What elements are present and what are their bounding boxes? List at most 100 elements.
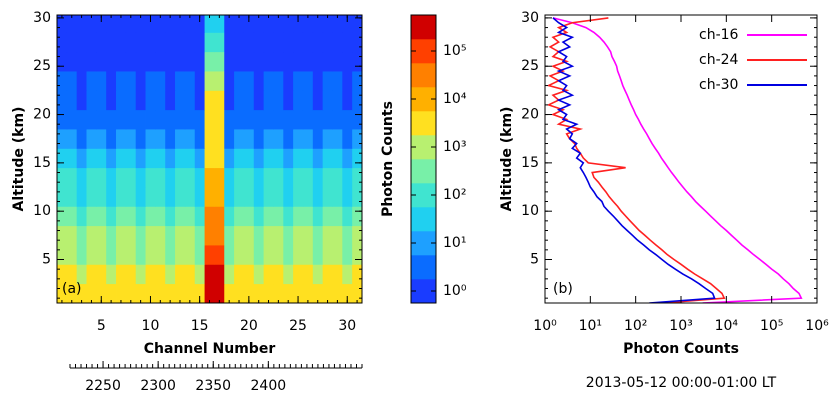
heatmap-cell	[263, 129, 274, 149]
heatmap-cell	[194, 109, 205, 130]
heatmap-cell	[312, 148, 324, 169]
heatmap-cell	[312, 51, 324, 72]
heatmap-cell	[57, 206, 68, 227]
heatmap-cell	[322, 187, 333, 207]
heatmap-cell	[253, 90, 265, 111]
heatmap-cell	[96, 264, 107, 285]
heatmap-cell	[342, 109, 353, 130]
heatmap-cell	[135, 129, 146, 149]
heatmap-cell	[66, 15, 78, 33]
heatmap-cell	[234, 32, 245, 53]
heatmap-cell	[204, 109, 215, 130]
heatmap-cell	[145, 32, 156, 53]
heatmap-cell	[283, 245, 294, 265]
heatmap-cell	[263, 109, 274, 130]
heatmap-cell	[106, 264, 117, 285]
heatmap-cell	[66, 90, 78, 111]
heatmap-cell	[135, 283, 146, 303]
heatmap-cell	[322, 206, 333, 227]
heatmap-cell	[145, 148, 156, 169]
heatmap-cell	[175, 109, 186, 130]
legend-label: ch-24	[699, 52, 739, 68]
heatmap-cell	[253, 15, 265, 33]
heatmap-cell	[96, 148, 107, 169]
heatmap-cell	[243, 90, 255, 111]
heatmap-cell	[322, 148, 333, 169]
heatmap-cell	[165, 71, 176, 91]
heatmap-cell	[96, 109, 107, 130]
heatmap-cell	[194, 264, 205, 285]
heatmap-cell	[263, 225, 274, 246]
heatmap-cell	[116, 225, 127, 246]
heatmap-cell	[204, 15, 215, 33]
heatmap-cell	[253, 71, 265, 91]
heatmap-cell	[76, 32, 87, 53]
heatmap-cell	[283, 264, 294, 285]
x-tick-label: 10⁰	[533, 318, 557, 334]
heatmap-cell	[332, 129, 343, 149]
heatmap-cell	[302, 167, 314, 188]
heatmap-cell	[125, 187, 137, 207]
heatmap-cell	[194, 225, 205, 246]
heatmap-cell	[342, 129, 353, 149]
y-tick-label: 20	[33, 107, 51, 123]
heatmap-cell	[145, 167, 156, 188]
heatmap-cell	[135, 245, 146, 265]
heatmap-cell	[263, 51, 274, 72]
heatmap-cell	[165, 245, 176, 265]
heatmap-cell	[106, 71, 117, 91]
heatmap-cell	[116, 245, 127, 265]
heatmap-cell	[342, 264, 353, 285]
heatmap-cell	[106, 90, 117, 111]
heatmap-cell	[86, 148, 97, 169]
heatmap-cell	[76, 15, 87, 33]
heatmap-cell	[224, 167, 235, 188]
x-tick-label: 10⁴	[715, 318, 739, 334]
colorbar-label: Photon Counts	[380, 101, 396, 217]
heatmap-cell	[76, 109, 87, 130]
heatmap-cell	[214, 148, 225, 169]
heatmap-cell	[106, 148, 117, 169]
heatmap-cell	[312, 71, 324, 91]
heatmap-cell	[352, 90, 362, 111]
heatmap-cell	[96, 129, 107, 149]
heatmap-cell	[253, 148, 265, 169]
heatmap-cell	[106, 245, 117, 265]
heatmap-cell	[184, 225, 196, 246]
heatmap-cell	[312, 90, 324, 111]
heatmap-cell	[76, 167, 87, 188]
heatmap-cell	[352, 187, 362, 207]
heatmap-cell	[145, 206, 156, 227]
heatmap-cell	[302, 109, 314, 130]
heatmap-cell	[155, 187, 166, 207]
heatmap-cell	[194, 245, 205, 265]
lines	[546, 17, 803, 303]
heatmap-cell	[214, 71, 225, 91]
heatmap-cell	[332, 206, 343, 227]
heatmap-cell	[283, 15, 294, 33]
heatmap-cell	[96, 167, 107, 188]
heatmap-cell	[214, 129, 225, 149]
heatmap-cell	[234, 167, 245, 188]
heatmap-cell	[86, 167, 97, 188]
heatmap-cell	[234, 51, 245, 72]
heatmap-cell	[175, 32, 186, 53]
heatmap-cell	[302, 15, 314, 33]
heatmap-cell	[155, 245, 166, 265]
heatmap-cell	[322, 264, 333, 285]
heatmap-cell	[342, 71, 353, 91]
heatmap-cell	[263, 71, 274, 91]
heatmap-cell	[352, 32, 362, 53]
heatmap-cell	[342, 225, 353, 246]
heatmap-cell	[145, 71, 156, 91]
heatmap-cell	[302, 71, 314, 91]
heatmap-cell	[57, 264, 68, 285]
heatmap-cell	[312, 109, 324, 130]
heatmap-cell	[86, 206, 97, 227]
heatmap-cell	[155, 148, 166, 169]
heatmap-cell	[312, 167, 324, 188]
colorbar-band	[411, 207, 436, 232]
heatmap-cell	[302, 245, 314, 265]
heatmap-cell	[184, 264, 196, 285]
